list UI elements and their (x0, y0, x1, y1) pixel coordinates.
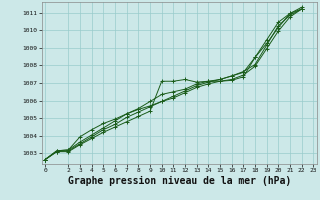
X-axis label: Graphe pression niveau de la mer (hPa): Graphe pression niveau de la mer (hPa) (68, 176, 291, 186)
